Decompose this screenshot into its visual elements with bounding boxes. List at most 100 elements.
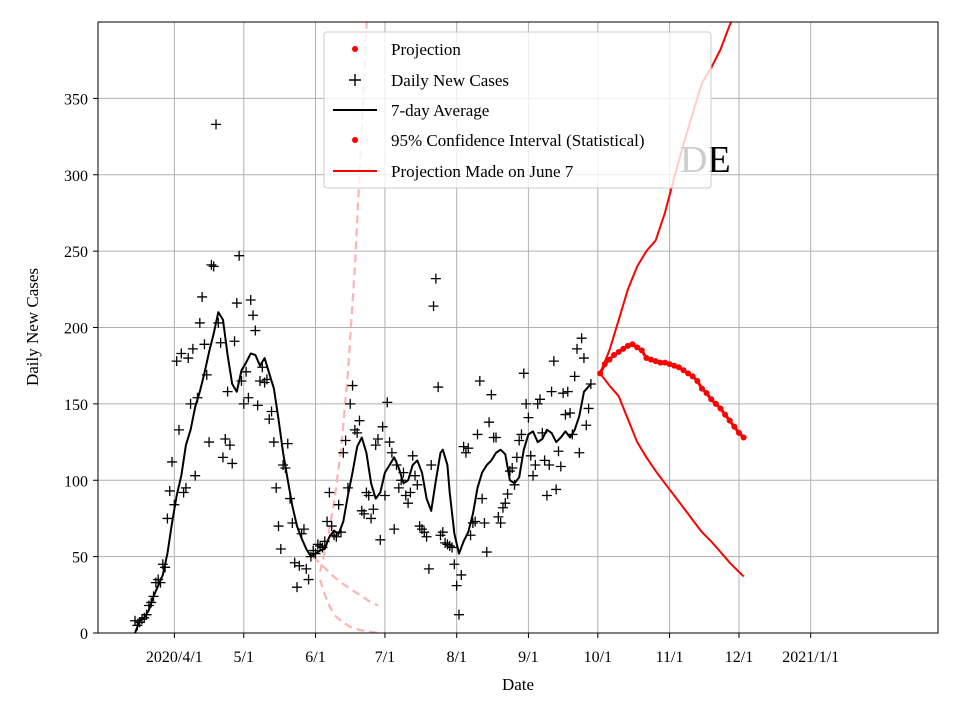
daily-case-point: [403, 498, 414, 509]
daily-case-point: [528, 470, 539, 481]
daily-case-point: [335, 527, 346, 538]
daily-case-point: [201, 369, 212, 380]
x-tick-label: 10/1: [584, 649, 612, 666]
projection-point: [722, 411, 729, 418]
daily-case-point: [569, 371, 580, 382]
daily-case-point: [354, 415, 365, 426]
daily-case-point: [206, 259, 217, 270]
daily-case-point: [215, 337, 226, 348]
daily-case-point: [146, 597, 157, 608]
june7-projection-mid-line: [312, 555, 379, 607]
daily-case-point: [521, 398, 532, 409]
projection-point: [708, 396, 715, 403]
legend-label-projection: Projection: [391, 40, 461, 59]
legend-entry-june7-projection: Projection Made on June 7: [333, 162, 574, 181]
daily-case-point: [398, 467, 409, 478]
daily-case-point: [548, 356, 559, 367]
daily-new-cases-series: [130, 119, 596, 631]
daily-case-point: [317, 542, 328, 553]
legend-entry-seven-day-average: 7-day Average: [333, 101, 489, 120]
daily-case-point: [220, 434, 231, 445]
plot-area: [130, 22, 747, 633]
daily-case-point: [298, 524, 309, 535]
daily-case-point: [331, 531, 342, 542]
daily-case-point: [525, 450, 536, 461]
projection-point: [712, 400, 719, 407]
legend-label-daily-new-cases: Daily New Cases: [391, 71, 509, 90]
projection-point: [661, 359, 668, 366]
daily-case-point: [324, 487, 335, 498]
daily-case-point: [213, 317, 224, 328]
daily-case-point: [412, 479, 423, 490]
daily-case-point: [345, 398, 356, 409]
daily-case-point: [136, 614, 147, 625]
daily-case-point: [516, 429, 527, 440]
projection-point: [620, 345, 627, 352]
daily-case-point: [238, 398, 249, 409]
y-tick-label: 200: [64, 321, 88, 338]
x-tick-label: 5/1: [234, 649, 254, 666]
daily-case-point: [292, 582, 303, 593]
daily-case-point: [428, 301, 439, 312]
daily-case-point: [451, 580, 462, 591]
daily-case-point: [187, 343, 198, 354]
daily-case-point: [199, 339, 210, 350]
x-axis-title: Date: [502, 675, 534, 694]
daily-case-point: [386, 447, 397, 458]
projection-point: [740, 434, 747, 441]
daily-case-point: [449, 559, 460, 570]
daily-case-point: [373, 434, 383, 445]
x-tick-label: 12/1: [725, 649, 753, 666]
projection-point: [643, 355, 650, 362]
daily-case-point: [430, 273, 441, 284]
daily-case-point: [169, 499, 180, 510]
daily-case-point: [509, 479, 520, 490]
daily-case-point: [581, 420, 592, 431]
daily-case-point: [268, 437, 279, 448]
daily-case-point: [465, 530, 476, 541]
legend-label-june7-projection: Projection Made on June 7: [391, 162, 574, 181]
daily-case-point: [130, 615, 141, 626]
daily-case-point: [192, 392, 203, 403]
daily-case-point: [384, 437, 395, 448]
daily-case-point: [241, 366, 252, 377]
legend-label-confidence-interval: 95% Confidence Interval (Statistical): [391, 131, 645, 150]
daily-case-point: [574, 447, 585, 458]
daily-case-point: [477, 493, 488, 504]
daily-case-point: [273, 521, 284, 532]
daily-case-point: [576, 333, 587, 344]
legend-entry-projection: Projection: [352, 40, 461, 59]
projection-point: [735, 429, 742, 436]
y-axis-ticks: 0 50 100 150 200 250 300 350: [64, 91, 98, 643]
legend-box: [323, 31, 712, 189]
y-tick-label: 150: [64, 397, 88, 414]
daily-case-point: [227, 458, 238, 469]
projection-point: [638, 347, 645, 354]
daily-case-point: [347, 380, 358, 391]
x-tick-label: 2020/4/1: [146, 649, 203, 666]
y-tick-label: 0: [80, 626, 88, 643]
daily-case-point: [523, 412, 534, 423]
daily-case-point: [245, 295, 256, 306]
daily-case-point: [190, 470, 201, 481]
x-tick-label: 7/1: [375, 649, 395, 666]
daily-case-point: [211, 119, 222, 130]
daily-case-point: [497, 502, 508, 513]
daily-case-point: [560, 409, 571, 420]
daily-case-point: [486, 389, 497, 400]
daily-case-point: [453, 609, 464, 620]
daily-case-point: [329, 530, 340, 541]
projection-point: [611, 351, 618, 358]
daily-case-point: [366, 513, 377, 524]
daily-case-point: [315, 540, 326, 551]
y-axis-title: Daily New Cases: [23, 268, 42, 386]
projection-point: [680, 367, 687, 374]
daily-case-point: [294, 560, 305, 571]
daily-case-point: [250, 325, 261, 336]
daily-case-point: [185, 398, 196, 409]
daily-case-point: [541, 490, 552, 501]
daily-case-point: [176, 348, 187, 359]
daily-case-point: [410, 470, 421, 481]
daily-case-point: [379, 490, 390, 501]
daily-case-point: [322, 516, 333, 527]
